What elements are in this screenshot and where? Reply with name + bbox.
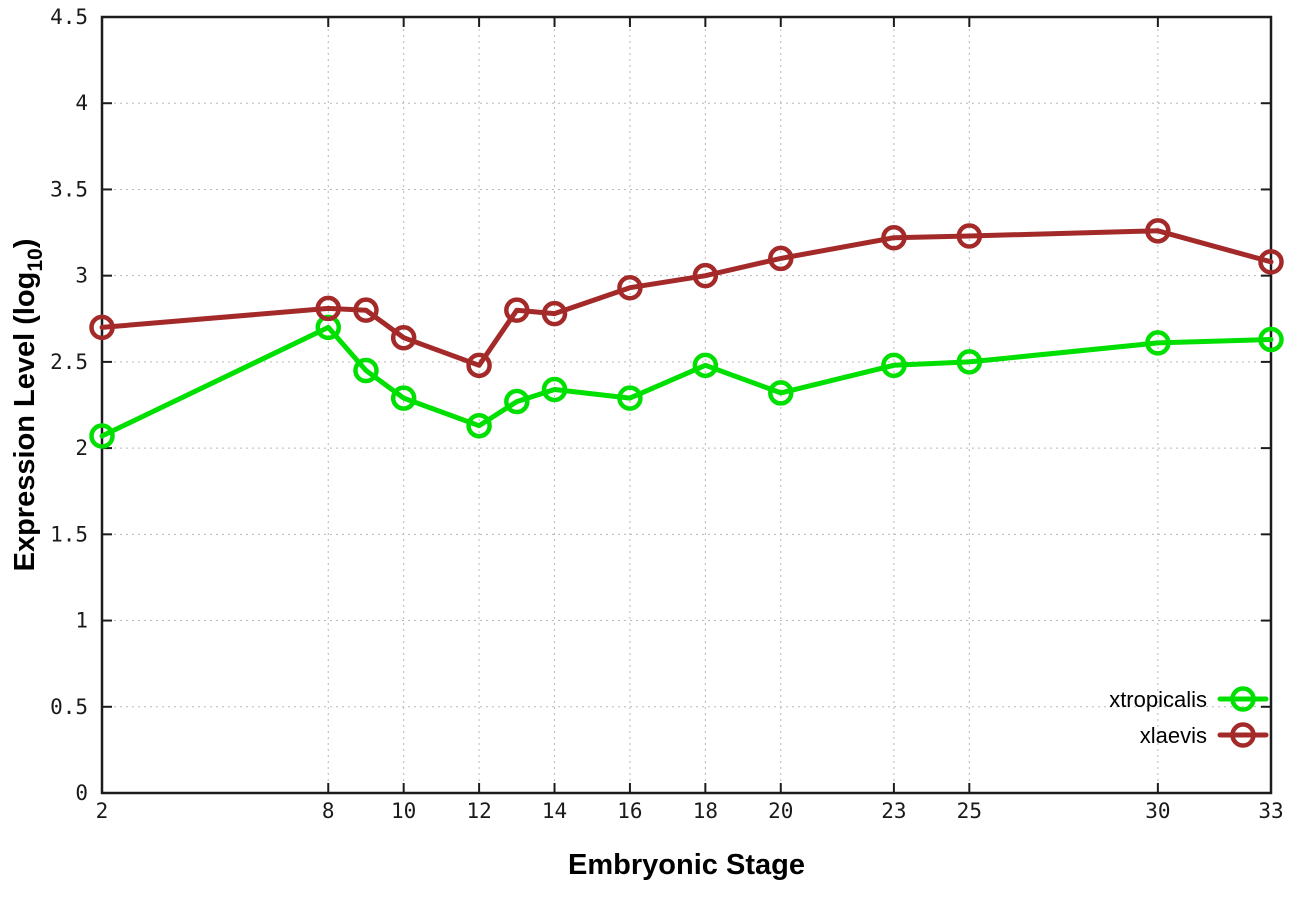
plot-border — [100, 15, 1273, 795]
x-tick-label: 33 — [1258, 799, 1283, 823]
data-point-marker-xlaevis — [353, 297, 379, 323]
data-point-marker-xtropicalis — [89, 423, 115, 449]
data-point-marker-xlaevis — [89, 314, 115, 341]
data-point-marker-xlaevis — [881, 224, 907, 251]
data-point-marker-xtropicalis — [881, 352, 907, 379]
data-point-marker-xlaevis — [541, 300, 568, 327]
y-tick-label: 1 — [75, 609, 88, 633]
x-tick-label: 10 — [391, 799, 416, 823]
y-tick-label: 0 — [75, 781, 88, 805]
legend-marker-xlaevis — [1230, 722, 1256, 748]
data-point-marker-xlaevis — [1145, 218, 1171, 244]
y-tick-label: 3 — [75, 264, 88, 288]
data-point-marker-xtropicalis — [617, 385, 643, 411]
y-tick-label: 2.5 — [50, 350, 88, 374]
data-point-marker-xlaevis — [617, 274, 643, 301]
y-tick-label: 0.5 — [50, 695, 88, 719]
x-tick-label: 23 — [881, 799, 906, 823]
data-point-marker-xtropicalis — [541, 376, 568, 403]
data-point-marker-xlaevis — [504, 297, 530, 323]
x-tick-label: 14 — [542, 799, 567, 823]
y-tick-label: 3.5 — [50, 177, 88, 201]
data-point-marker-xtropicalis — [390, 385, 417, 411]
y-axis-title: Expression Level (log10) — [9, 239, 47, 572]
data-point-marker-xtropicalis — [1145, 330, 1171, 356]
data-point-marker-xlaevis — [692, 262, 719, 289]
y-tick-label: 4 — [75, 91, 88, 115]
data-point-marker-xlaevis — [956, 223, 983, 249]
x-tick-label: 25 — [957, 799, 982, 823]
x-axis-title: Embryonic Stage — [568, 849, 805, 881]
data-point-marker-xtropicalis — [504, 388, 530, 415]
data-point-marker-xlaevis — [390, 324, 417, 351]
data-point-marker-xtropicalis — [466, 412, 492, 439]
legend-label-xlaevis: xlaevis — [1140, 723, 1207, 748]
x-tick-label: 20 — [768, 799, 793, 823]
legend-label-xtropicalis: xtropicalis — [1109, 687, 1207, 712]
legend-marker-xtropicalis — [1230, 686, 1256, 712]
y-tick-label: 1.5 — [50, 522, 88, 546]
data-point-marker-xlaevis — [768, 245, 794, 272]
x-tick-label: 30 — [1145, 799, 1170, 823]
y-tick-label: 2 — [75, 436, 88, 460]
data-point-marker-xtropicalis — [768, 380, 794, 406]
data-point-marker-xtropicalis — [353, 357, 379, 384]
x-tick-label: 2 — [96, 799, 109, 823]
x-tick-label: 18 — [693, 799, 718, 823]
data-point-marker-xlaevis — [315, 295, 342, 322]
x-tick-label: 12 — [466, 799, 491, 823]
data-point-marker-xtropicalis — [692, 352, 719, 379]
x-tick-label: 16 — [617, 799, 642, 823]
data-point-marker-xlaevis — [1258, 249, 1284, 275]
y-tick-label: 4.5 — [50, 5, 88, 29]
data-point-marker-xlaevis — [466, 352, 492, 379]
x-tick-label: 8 — [322, 799, 335, 823]
data-point-marker-xtropicalis — [1258, 326, 1284, 353]
data-point-marker-xtropicalis — [956, 349, 983, 375]
